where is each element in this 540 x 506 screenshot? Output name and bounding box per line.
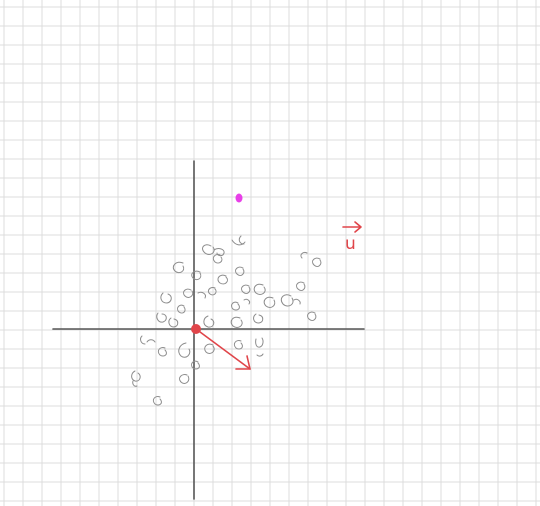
scribble-mark bbox=[212, 254, 223, 264]
scribble-mark bbox=[300, 252, 322, 267]
scribble-mark bbox=[172, 261, 185, 274]
scribble-mark bbox=[160, 292, 172, 304]
vector-u-label-group: u bbox=[342, 221, 362, 254]
scribble-mark bbox=[231, 235, 246, 246]
scribble-mark bbox=[157, 347, 167, 357]
scribble-mark bbox=[152, 396, 162, 406]
scribble-mark bbox=[168, 317, 179, 328]
scribble-mark bbox=[191, 270, 202, 281]
scribble-mark bbox=[296, 281, 306, 291]
scribble-mark bbox=[191, 360, 200, 370]
scribble-mark bbox=[178, 342, 191, 358]
scribble-mark bbox=[140, 335, 156, 345]
origin-point[interactable] bbox=[191, 324, 201, 334]
vector-u[interactable] bbox=[195, 328, 251, 370]
scribble-mark bbox=[233, 340, 243, 350]
label-arrow-icon bbox=[342, 221, 362, 233]
scribble-mark bbox=[217, 274, 228, 285]
scribble-mark bbox=[235, 266, 245, 276]
scribble-mark bbox=[255, 337, 264, 357]
scribble-mark bbox=[204, 343, 215, 354]
vector-u-label: u bbox=[345, 234, 356, 254]
scribble-mark bbox=[203, 315, 215, 328]
scribble-mark bbox=[231, 298, 250, 311]
scribble-mark bbox=[280, 294, 301, 307]
scribble-mark bbox=[263, 296, 276, 308]
scribble-mark bbox=[131, 370, 141, 387]
scribble-mark bbox=[253, 313, 264, 324]
scribble-mark bbox=[241, 284, 251, 294]
scribble-mark bbox=[230, 316, 243, 328]
vector-u-shaft bbox=[195, 328, 251, 370]
scribble-mark bbox=[253, 283, 266, 295]
scribble-mark bbox=[156, 312, 167, 323]
scribble-mark bbox=[177, 304, 186, 314]
scattered-data-scribbles bbox=[131, 235, 322, 406]
scribble-mark bbox=[179, 374, 190, 384]
vector-u-arrowhead bbox=[235, 355, 251, 370]
scribble-mark bbox=[207, 287, 217, 296]
scribble-mark bbox=[183, 288, 206, 299]
highlight-point[interactable] bbox=[235, 193, 243, 203]
scribble-mark bbox=[307, 311, 317, 321]
